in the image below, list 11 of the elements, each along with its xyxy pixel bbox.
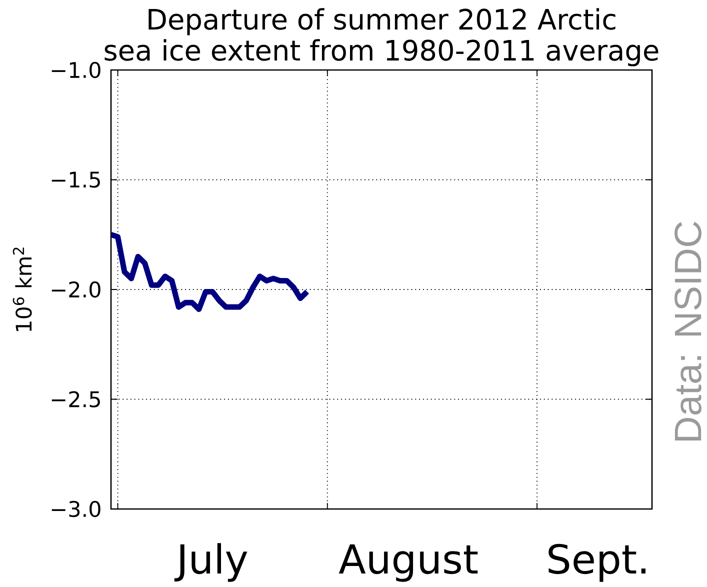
x-tick-label: Sept. xyxy=(548,544,646,582)
x-tick-label: July xyxy=(174,543,248,582)
y-tick-label: −2.5 xyxy=(52,391,100,408)
text: Data: NSIDC xyxy=(674,222,702,440)
x-tick-label: August xyxy=(338,544,478,582)
y-tick-label: −1.5 xyxy=(52,172,100,188)
y-axis-title: 10$^{6}$ km$^{2}$ xyxy=(12,248,32,332)
chart-title: Departure of summer 2012 Arctic sea ice extent from 1980-2011 average xyxy=(104,8,658,66)
y-tick-label: −3.0 xyxy=(52,500,100,518)
y-tick-label: −1.0 xyxy=(52,62,100,78)
y-tick-label: −2.0 xyxy=(52,281,100,298)
